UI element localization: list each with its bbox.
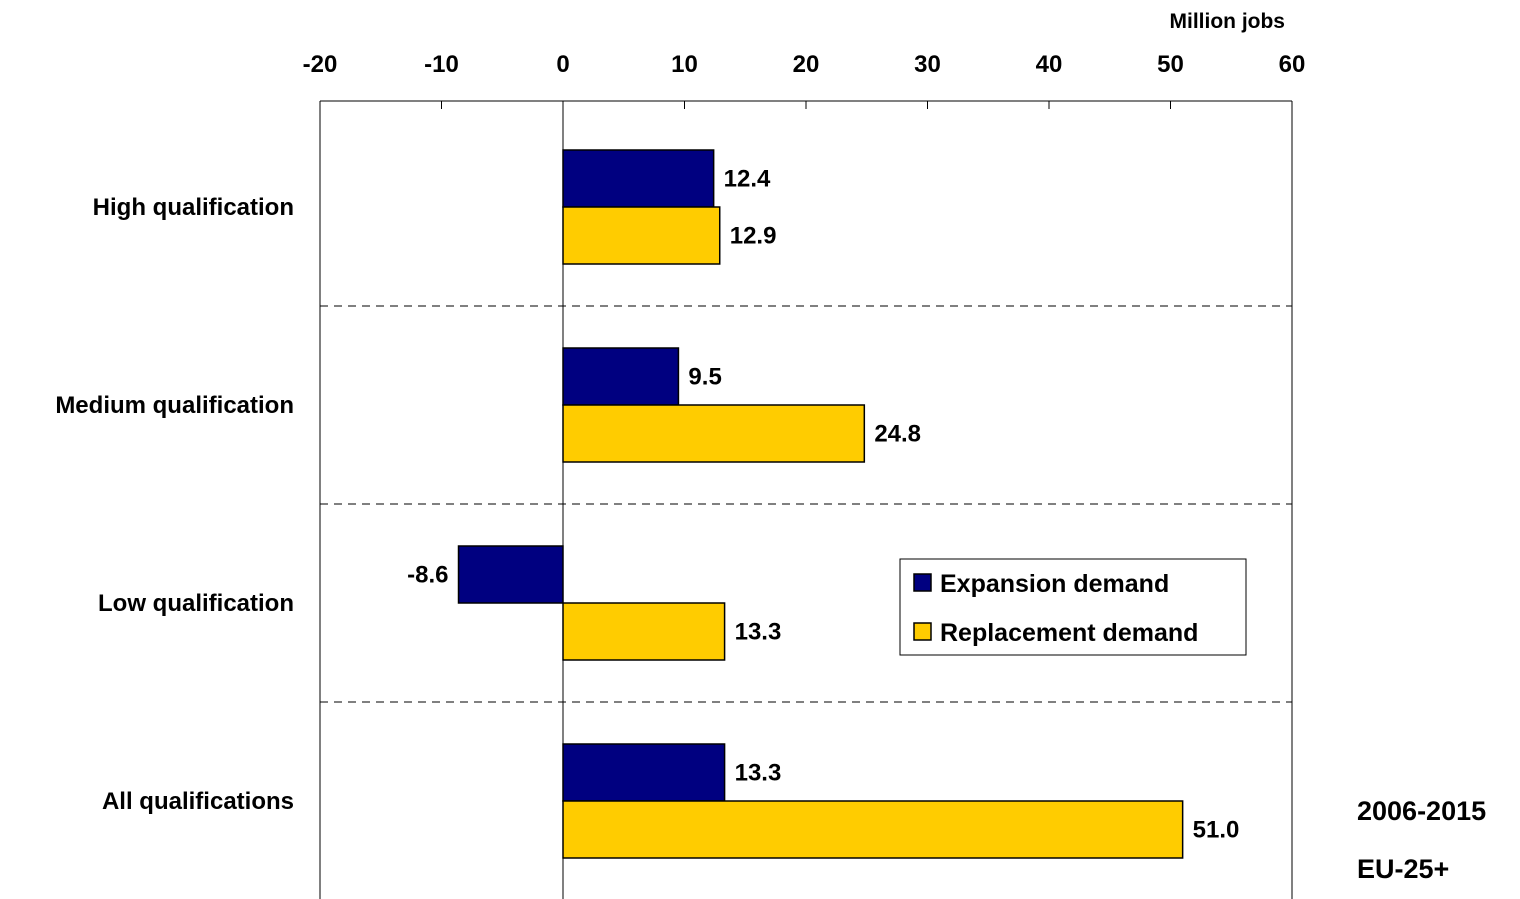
- bar-replacement: [562, 206, 721, 265]
- legend-swatch-expansion: [913, 573, 932, 592]
- x-tick-label: 0: [556, 51, 569, 78]
- x-tick-label: -10: [424, 51, 459, 78]
- legend-box: [899, 558, 1247, 656]
- data-label: 9.5: [688, 364, 721, 391]
- x-tick-label: 30: [914, 51, 941, 78]
- category-label: Medium qualification: [55, 392, 294, 419]
- legend-label-replacement: Replacement demand: [940, 619, 1198, 647]
- bars: [457, 149, 1184, 859]
- bar-expansion: [562, 347, 680, 406]
- region-note: EU-25+: [1357, 854, 1449, 884]
- data-label: 51.0: [1193, 817, 1240, 844]
- data-label: 13.3: [735, 619, 782, 646]
- x-tick-labels: -20 -10 0 10 20 30 40 50 60: [303, 51, 1306, 109]
- axis-unit-label: Million jobs: [1170, 10, 1286, 33]
- legend-swatch-replacement: [913, 622, 932, 641]
- data-label: 12.4: [724, 166, 771, 193]
- legend: Expansion demand Replacement demand: [899, 558, 1247, 656]
- data-label: 13.3: [735, 760, 782, 787]
- x-tick-label: 40: [1036, 51, 1063, 78]
- legend-label-expansion: Expansion demand: [940, 570, 1169, 598]
- category-label: Low qualification: [98, 590, 294, 617]
- bar-expansion: [457, 545, 564, 604]
- bar-expansion: [562, 743, 726, 802]
- data-labels: 12.4 12.9 9.5 24.8 -8.6 13.3 13.3 51.0: [407, 166, 1239, 844]
- bar-replacement: [562, 800, 1184, 859]
- category-label: All qualifications: [102, 788, 294, 815]
- data-label: -8.6: [407, 562, 448, 589]
- plot-frame: [319, 100, 1293, 899]
- bar-expansion: [562, 149, 715, 208]
- category-labels: High qualification Medium qualification Lo…: [55, 194, 294, 815]
- x-tick-label: 60: [1279, 51, 1306, 78]
- data-label: 12.9: [730, 223, 777, 250]
- x-tick-label: -20: [303, 51, 338, 78]
- category-separators: [320, 305, 1292, 703]
- data-label: 24.8: [874, 421, 921, 448]
- x-tick-label: 20: [793, 51, 820, 78]
- x-tick-label: 50: [1157, 51, 1184, 78]
- period-note: 2006-2015: [1357, 796, 1486, 826]
- x-tick-label: 10: [671, 51, 698, 78]
- category-label: High qualification: [93, 194, 294, 221]
- bar-replacement: [562, 602, 726, 661]
- bar-replacement: [562, 404, 866, 463]
